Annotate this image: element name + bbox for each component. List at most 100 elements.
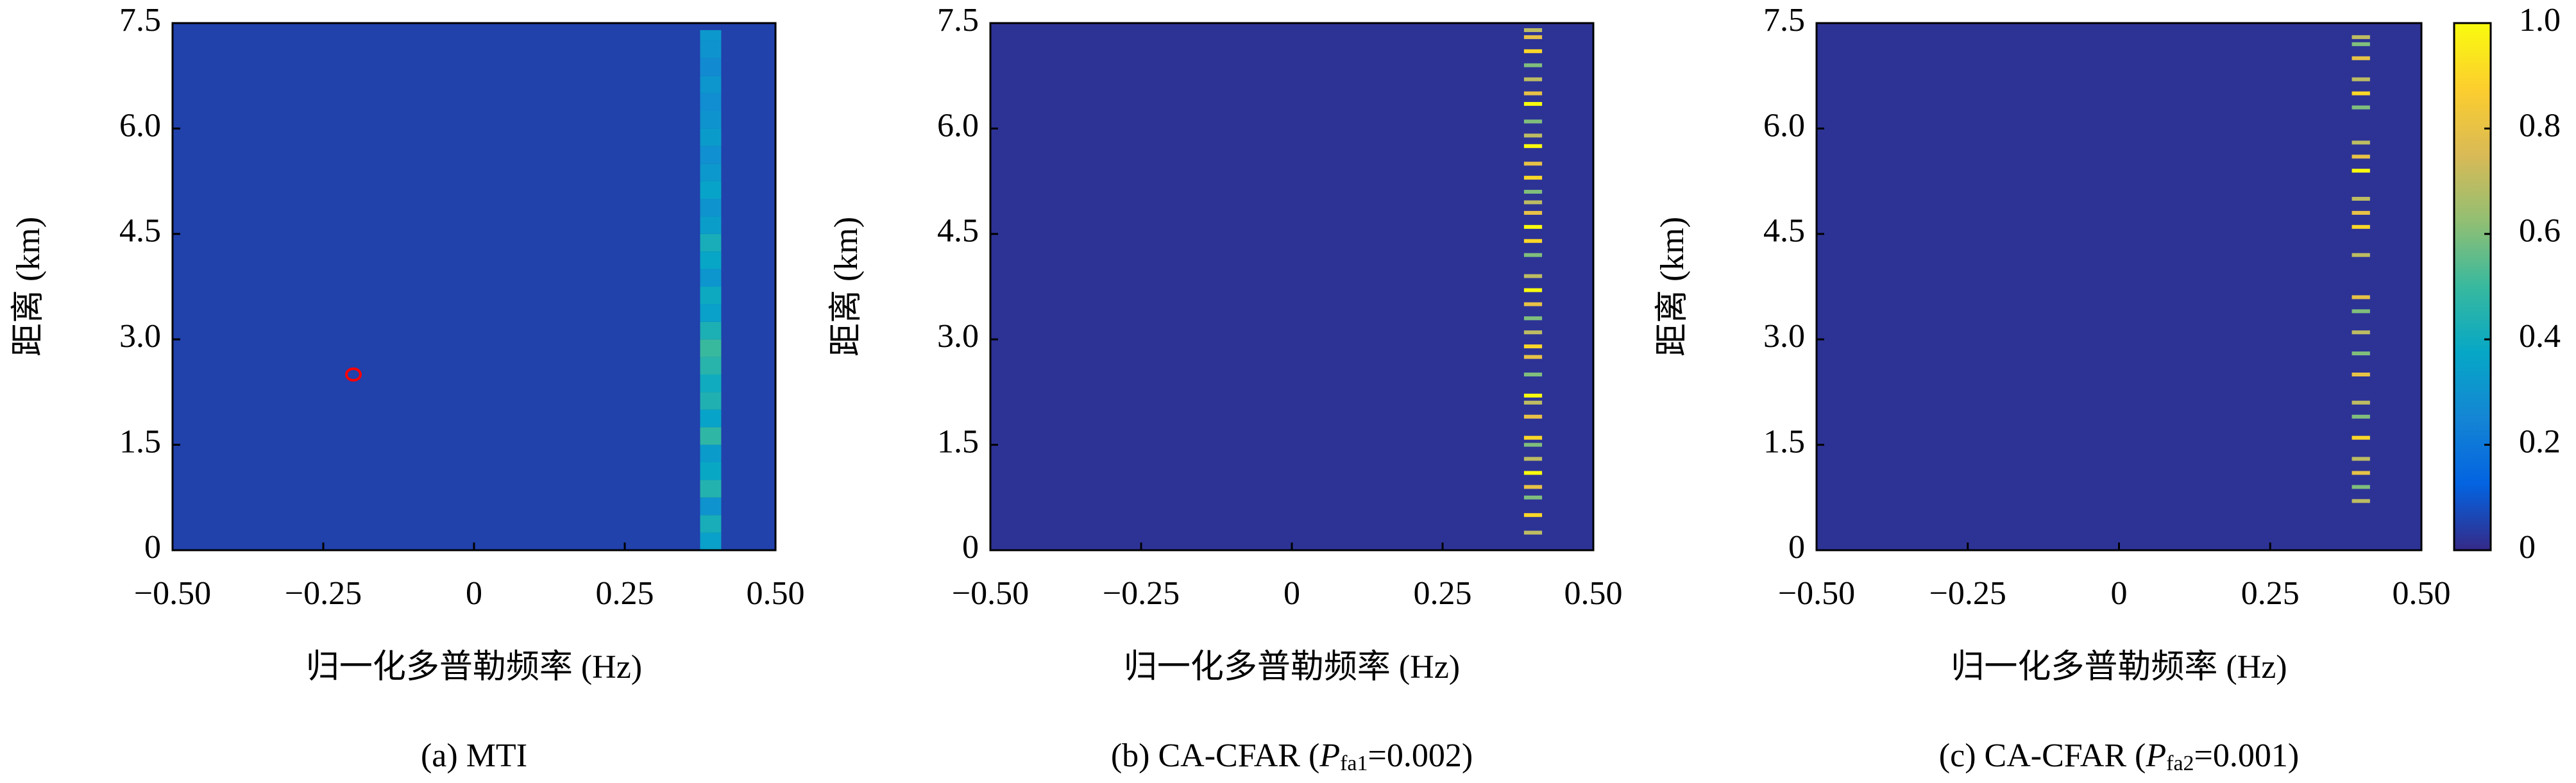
detection	[1523, 513, 1543, 518]
x-tick-label: 0.25	[1414, 575, 1472, 612]
colorbar-tick-label: 0.2	[2519, 424, 2561, 460]
detection	[2351, 91, 2370, 96]
colorbar	[2454, 23, 2491, 550]
y-tick-label: 4.5	[1763, 213, 1805, 249]
heatmap-strip	[700, 199, 722, 217]
heatmap-strip	[700, 480, 722, 498]
heatmap-strip	[700, 304, 722, 322]
detection	[1523, 414, 1543, 419]
x-tick-label: 0.50	[747, 575, 805, 612]
heatmap-strip	[700, 146, 722, 164]
caption-symbol: P	[2145, 737, 2166, 774]
y-tick-label: 7.5	[1763, 2, 1805, 38]
caption: (a) MTI	[421, 737, 527, 774]
detection	[2351, 77, 2370, 81]
caption-text: (b) CA-CFAR (	[1111, 737, 1319, 774]
detection	[2351, 457, 2370, 461]
heatmap-strip	[700, 339, 722, 357]
caption-subscript: fa2	[2166, 752, 2194, 775]
detection	[1523, 144, 1543, 148]
detection	[1523, 190, 1543, 194]
detection	[1523, 442, 1543, 447]
caption-text: (c) CA-CFAR (	[1939, 737, 2146, 774]
x-tick-label: 0.50	[2393, 575, 2451, 612]
detection	[1523, 28, 1543, 32]
y-tick-label: 1.5	[937, 424, 979, 460]
detection	[1523, 471, 1543, 475]
heatmap-strip	[700, 128, 722, 146]
y-axis-label: 距离 (km)	[1654, 217, 1691, 357]
detection	[2351, 373, 2370, 376]
y-tick-label: 3.0	[119, 318, 161, 355]
detection	[2351, 330, 2370, 335]
y-tick-label: 4.5	[937, 213, 979, 249]
y-tick-label: 0	[1788, 529, 1805, 566]
detection	[1523, 288, 1543, 292]
detection	[1523, 91, 1543, 96]
y-axis-label: 距离 (km)	[828, 217, 865, 357]
heatmap-strip	[700, 29, 722, 41]
detection	[1523, 302, 1543, 307]
colorbar-frame	[2453, 22, 2492, 551]
x-tick-label: 0.50	[1564, 575, 1623, 612]
detection	[2351, 224, 2370, 229]
heatmap-strip	[700, 233, 722, 252]
colorbar-tick-label: 0.6	[2519, 213, 2561, 249]
detection	[1523, 253, 1543, 257]
heatmap-strip	[700, 427, 722, 445]
heatmap-strip	[700, 251, 722, 269]
y-axis-label: 距离 (km)	[10, 217, 47, 357]
heatmap-strip	[700, 357, 722, 375]
detection	[2351, 105, 2370, 110]
detection	[2351, 56, 2370, 60]
caption-text: =0.002)	[1368, 737, 1473, 774]
y-tick-label: 0	[144, 529, 161, 566]
y-tick-label: 7.5	[937, 2, 979, 38]
x-tick-label: −0.25	[1103, 575, 1180, 612]
detection	[2351, 253, 2370, 257]
x-tick-label: 0	[1284, 575, 1300, 612]
heatmap-strip	[700, 181, 722, 199]
heatmap-strip	[700, 409, 722, 428]
heatmap-strip	[700, 375, 722, 392]
target-marker	[345, 367, 362, 382]
x-axis-label: 归一化多普勒频率 (Hz)	[306, 649, 642, 686]
detection	[1523, 435, 1543, 440]
y-tick-label: 3.0	[1763, 318, 1805, 355]
detection	[1523, 393, 1543, 398]
caption-text: =0.001)	[2194, 737, 2300, 774]
detection	[2351, 471, 2370, 475]
detection	[1523, 316, 1543, 321]
x-tick-label: 0	[466, 575, 482, 612]
y-tick-label: 6.0	[937, 107, 979, 144]
detection	[2351, 499, 2370, 503]
caption: (c) CA-CFAR (Pfa2=0.001)	[1939, 737, 2299, 775]
detection	[1523, 63, 1543, 67]
heatmap-strip	[700, 392, 722, 410]
caption-text: (a) MTI	[421, 737, 527, 774]
heatmap-strip	[700, 287, 722, 305]
detection	[1523, 485, 1543, 489]
x-tick-label: −0.50	[952, 575, 1029, 612]
detection	[2351, 197, 2370, 201]
detection	[1523, 176, 1543, 180]
detection	[1523, 457, 1543, 461]
y-tick-label: 6.0	[119, 107, 161, 144]
detection	[1523, 77, 1543, 81]
y-tick-label: 0	[962, 529, 979, 566]
heatmap-strip	[700, 216, 722, 234]
caption-symbol: P	[1319, 737, 1340, 774]
x-tick-label: −0.50	[134, 575, 211, 612]
y-tick-label: 6.0	[1763, 107, 1805, 144]
detection	[1523, 400, 1543, 405]
detection	[1523, 274, 1543, 278]
detection	[2351, 169, 2370, 173]
detection	[1523, 224, 1543, 229]
heatmap-strip	[700, 462, 722, 480]
y-tick-label: 1.5	[119, 424, 161, 460]
colorbar-tick-label: 0	[2519, 529, 2536, 566]
heatmap-background	[990, 23, 1593, 550]
x-axis-label: 归一化多普勒频率 (Hz)	[1951, 649, 2287, 686]
